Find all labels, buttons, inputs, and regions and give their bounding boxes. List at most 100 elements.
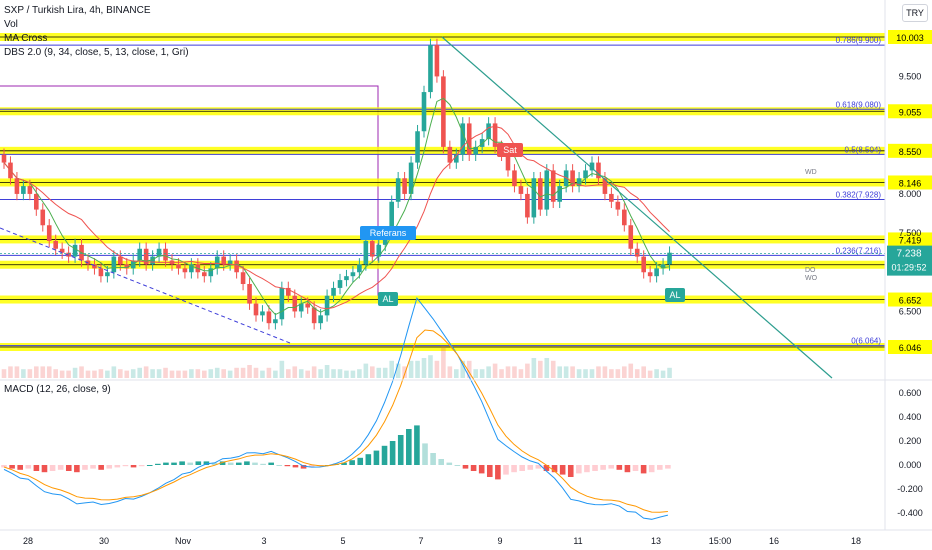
time-tick: 7: [418, 536, 423, 546]
volume-bar: [557, 366, 562, 378]
volume-bar: [466, 360, 472, 378]
volume-bar: [357, 369, 362, 378]
volume-bar: [363, 363, 369, 378]
macd-histogram-bar: [122, 465, 129, 467]
macd-histogram-bar: [163, 462, 169, 465]
volume-bar: [622, 366, 627, 378]
candle: [667, 252, 672, 265]
volume-bar: [59, 370, 65, 378]
macd-histogram-bar: [292, 465, 299, 468]
macd-histogram-bar: [106, 465, 113, 469]
candle: [227, 260, 233, 265]
volume-bar: [189, 369, 194, 378]
volume-bar: [324, 365, 330, 378]
macd-histogram-bar: [616, 465, 623, 470]
candle: [305, 303, 310, 308]
macd-tick: -0.200: [897, 484, 923, 494]
volume-bar: [576, 369, 582, 378]
volume-bar: [447, 366, 453, 378]
volume-bar: [492, 363, 498, 378]
volume-bar: [331, 369, 336, 378]
macd-histogram-bar: [235, 462, 242, 465]
volume-bar: [163, 367, 168, 378]
time-tick: 9: [497, 536, 502, 546]
volume-bar: [538, 360, 543, 378]
candle: [92, 264, 97, 269]
volume-bar: [156, 369, 162, 378]
macd-histogram-bar: [567, 465, 574, 477]
candle: [647, 272, 653, 277]
candle: [40, 209, 46, 226]
volume-bar: [27, 369, 33, 378]
volume-bar: [66, 370, 71, 378]
volume-bar: [628, 363, 634, 378]
volume-bar: [21, 369, 26, 378]
candle: [518, 186, 524, 194]
volume-bar: [98, 369, 104, 378]
candle: [137, 248, 142, 261]
time-tick: 5: [340, 536, 345, 546]
volume-bar: [169, 370, 175, 378]
macd-histogram-bar: [138, 465, 145, 467]
volume-bar: [596, 366, 601, 378]
volume-bar: [227, 370, 233, 378]
macd-histogram-bar: [25, 465, 32, 469]
macd-tick: 0.400: [899, 412, 922, 422]
candle: [363, 240, 369, 265]
signal-label: Sat: [503, 145, 517, 155]
volume-bar: [415, 360, 420, 378]
macd-histogram-bar: [171, 462, 177, 465]
candle: [189, 264, 194, 273]
volume-bar: [1, 369, 7, 378]
macd-histogram-bar: [155, 463, 161, 465]
candle: [260, 311, 265, 316]
macd-histogram-bar: [211, 462, 218, 465]
fib-label: 0.5(8.504): [845, 145, 882, 154]
candle: [247, 284, 252, 304]
candle: [550, 170, 556, 202]
candle: [273, 319, 278, 324]
signal-tag: [497, 143, 523, 157]
candle: [525, 193, 530, 218]
volume-bar: [408, 360, 414, 378]
macd-histogram-bar: [74, 465, 80, 473]
candle: [596, 162, 601, 179]
fib-label: 0.618(9.080): [836, 100, 882, 109]
volume-bar: [208, 369, 214, 378]
macd-histogram-bar: [90, 465, 96, 469]
macd-histogram-bar: [300, 465, 307, 469]
time-tick: 11: [573, 536, 582, 546]
candle: [473, 146, 478, 155]
macd-histogram-bar: [389, 441, 396, 465]
macd-histogram-bar: [17, 465, 23, 470]
candle: [376, 244, 382, 257]
macd-histogram-bar: [187, 462, 194, 465]
candle: [156, 248, 162, 257]
candle: [576, 178, 582, 187]
volume-bar: [460, 360, 466, 378]
currency-button[interactable]: TRY: [902, 4, 928, 22]
small-label: DO: [805, 267, 816, 274]
volume-bar: [641, 366, 646, 378]
price-pane: 0.786(9.900) 0.618(9.080) 0.5(8.504) 0.382(…: [0, 33, 885, 379]
volume-bar: [486, 366, 491, 378]
candle: [98, 268, 104, 277]
volume-bar: [370, 366, 375, 378]
macd-histogram-bar: [486, 465, 493, 477]
time-tick: 3: [261, 536, 266, 546]
candle: [395, 178, 401, 202]
volume-bar: [382, 367, 388, 378]
candle: [331, 287, 336, 296]
candle: [214, 256, 220, 269]
candle: [512, 170, 517, 187]
macd-tick: 0.600: [899, 388, 922, 398]
candle: [318, 315, 323, 324]
volume-bar: [46, 366, 52, 378]
candle: [21, 186, 26, 194]
macd-histogram-bar: [608, 465, 615, 469]
macd-histogram-bar: [495, 465, 501, 480]
candle: [298, 303, 304, 312]
volume-bar: [182, 370, 188, 378]
volume-bar: [667, 367, 672, 378]
